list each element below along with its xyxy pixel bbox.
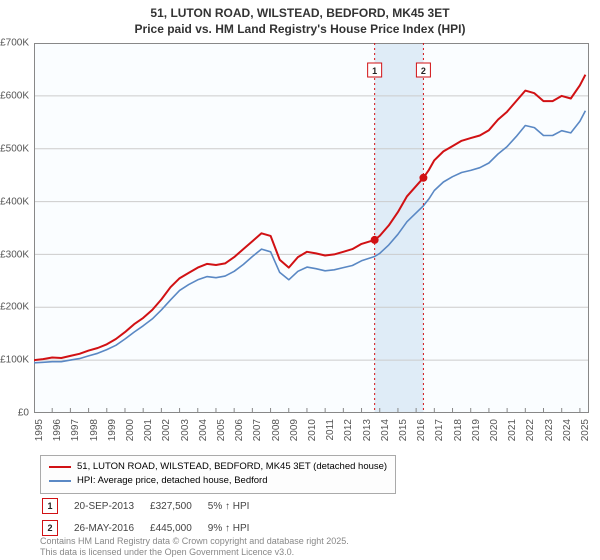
x-tick-label: 2004 bbox=[198, 419, 209, 441]
x-tick-label: 2018 bbox=[453, 419, 464, 441]
marker-date: 26-MAY-2016 bbox=[74, 518, 148, 538]
legend-label-property: 51, LUTON ROAD, WILSTEAD, BEDFORD, MK45 … bbox=[77, 460, 387, 474]
x-tick-label: 1998 bbox=[89, 419, 100, 441]
x-tick-label: 2015 bbox=[398, 419, 409, 441]
x-tick-label: 1997 bbox=[70, 419, 81, 441]
y-tick-label: £600K bbox=[0, 91, 29, 102]
x-tick-label: 2021 bbox=[507, 419, 518, 441]
y-tick-label: £400K bbox=[0, 196, 29, 207]
marker-row: 1 20-SEP-2013£327,5005% ↑ HPI bbox=[42, 496, 263, 516]
legend-item-hpi: HPI: Average price, detached house, Bedf… bbox=[49, 474, 387, 488]
markers-table: 1 20-SEP-2013£327,5005% ↑ HPI 2 26-MAY-2016… bbox=[40, 494, 265, 540]
y-tick-label: £500K bbox=[0, 143, 29, 154]
attribution-line2: This data is licensed under the Open Gov… bbox=[40, 547, 294, 557]
svg-text:1: 1 bbox=[372, 66, 377, 76]
x-tick-label: 2023 bbox=[544, 419, 555, 441]
x-tick-label: 2017 bbox=[434, 419, 445, 441]
marker-pct: 5% ↑ HPI bbox=[208, 496, 264, 516]
y-tick-label: £300K bbox=[0, 249, 29, 260]
chart-title: 51, LUTON ROAD, WILSTEAD, BEDFORD, MK45 … bbox=[0, 0, 600, 37]
title-line1: 51, LUTON ROAD, WILSTEAD, BEDFORD, MK45 … bbox=[150, 6, 449, 20]
marker-box-icon: 1 bbox=[42, 498, 58, 514]
marker-price: £327,500 bbox=[150, 496, 206, 516]
x-tick-label: 2025 bbox=[580, 419, 591, 441]
attribution: Contains HM Land Registry data © Crown c… bbox=[40, 536, 349, 559]
x-tick-label: 2007 bbox=[252, 419, 263, 441]
x-tick-label: 2016 bbox=[416, 419, 427, 441]
marker-box-icon: 2 bbox=[42, 520, 58, 536]
x-tick-label: 2005 bbox=[216, 419, 227, 441]
x-tick-label: 2019 bbox=[471, 419, 482, 441]
y-tick-label: £700K bbox=[0, 38, 29, 49]
legend-swatch-property bbox=[49, 466, 71, 468]
x-tick-label: 1995 bbox=[34, 419, 45, 441]
legend-item-property: 51, LUTON ROAD, WILSTEAD, BEDFORD, MK45 … bbox=[49, 460, 387, 474]
marker-date: 20-SEP-2013 bbox=[74, 496, 148, 516]
x-tick-label: 2002 bbox=[161, 419, 172, 441]
legend: 51, LUTON ROAD, WILSTEAD, BEDFORD, MK45 … bbox=[40, 455, 396, 494]
y-tick-label: £200K bbox=[0, 302, 29, 313]
attribution-line1: Contains HM Land Registry data © Crown c… bbox=[40, 536, 349, 546]
x-tick-label: 2014 bbox=[380, 419, 391, 441]
x-tick-label: 2024 bbox=[562, 419, 573, 441]
x-tick-label: 2012 bbox=[343, 419, 354, 441]
title-line2: Price paid vs. HM Land Registry's House … bbox=[135, 22, 466, 36]
chart-area: 12 £0£100K£200K£300K£400K£500K£600K£700K… bbox=[34, 43, 589, 413]
x-tick-label: 2000 bbox=[125, 419, 136, 441]
legend-label-hpi: HPI: Average price, detached house, Bedf… bbox=[77, 474, 267, 488]
x-tick-label: 2003 bbox=[180, 419, 191, 441]
x-tick-label: 2008 bbox=[271, 419, 282, 441]
legend-swatch-hpi bbox=[49, 480, 71, 482]
x-tick-label: 2013 bbox=[362, 419, 373, 441]
x-tick-label: 2001 bbox=[143, 419, 154, 441]
x-tick-label: 1999 bbox=[107, 419, 118, 441]
x-tick-label: 2009 bbox=[289, 419, 300, 441]
x-tick-label: 2022 bbox=[525, 419, 536, 441]
x-tick-label: 2011 bbox=[325, 419, 336, 441]
x-tick-label: 1996 bbox=[52, 419, 63, 441]
marker-price: £445,000 bbox=[150, 518, 206, 538]
line-chart: 12 bbox=[34, 43, 589, 413]
marker-pct: 9% ↑ HPI bbox=[208, 518, 264, 538]
x-tick-label: 2006 bbox=[234, 419, 245, 441]
y-tick-label: £0 bbox=[18, 408, 29, 419]
x-tick-label: 2010 bbox=[307, 419, 318, 441]
x-tick-label: 2020 bbox=[489, 419, 500, 441]
y-tick-label: £100K bbox=[0, 355, 29, 366]
svg-text:2: 2 bbox=[421, 66, 426, 76]
marker-row: 2 26-MAY-2016£445,0009% ↑ HPI bbox=[42, 518, 263, 538]
